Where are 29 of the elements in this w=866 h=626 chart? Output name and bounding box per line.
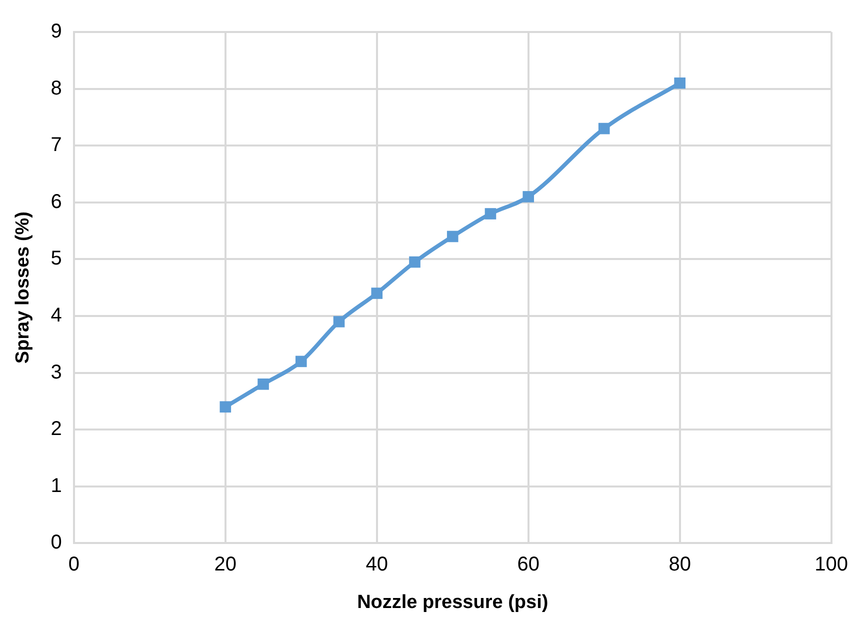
y-tick-label: 4 <box>50 304 62 327</box>
x-tick-label: 0 <box>68 554 80 576</box>
point <box>333 316 345 328</box>
y-tick-label: 5 <box>50 248 62 270</box>
point <box>295 356 307 368</box>
y-tick-label: 9 <box>50 20 62 43</box>
x-tick-label: 80 <box>668 554 691 576</box>
point <box>371 288 383 299</box>
y-tick-label: 0 <box>50 532 62 554</box>
y-tick-label: 1 <box>50 474 62 497</box>
point <box>674 77 686 89</box>
y-tick-label: 3 <box>50 361 62 384</box>
x-tick-label: 40 <box>366 554 388 576</box>
point <box>484 208 496 220</box>
y-tick-label: 6 <box>50 190 62 213</box>
x-tick-label: 100 <box>814 554 848 576</box>
point <box>446 230 458 242</box>
y-axis-title: Spray losses (%) <box>12 212 34 364</box>
y-tick-label: 7 <box>50 134 62 156</box>
y-tick-label: 2 <box>50 418 62 440</box>
point <box>598 122 610 134</box>
point <box>522 191 534 202</box>
point <box>220 401 232 413</box>
x-tick-label: 60 <box>517 554 540 576</box>
x-tick-label: 20 <box>214 554 237 576</box>
y-tick-label: 8 <box>50 77 62 100</box>
x-axis-title: Nozzle pressure (psi) <box>357 592 548 613</box>
point <box>258 378 269 390</box>
point <box>409 256 420 268</box>
